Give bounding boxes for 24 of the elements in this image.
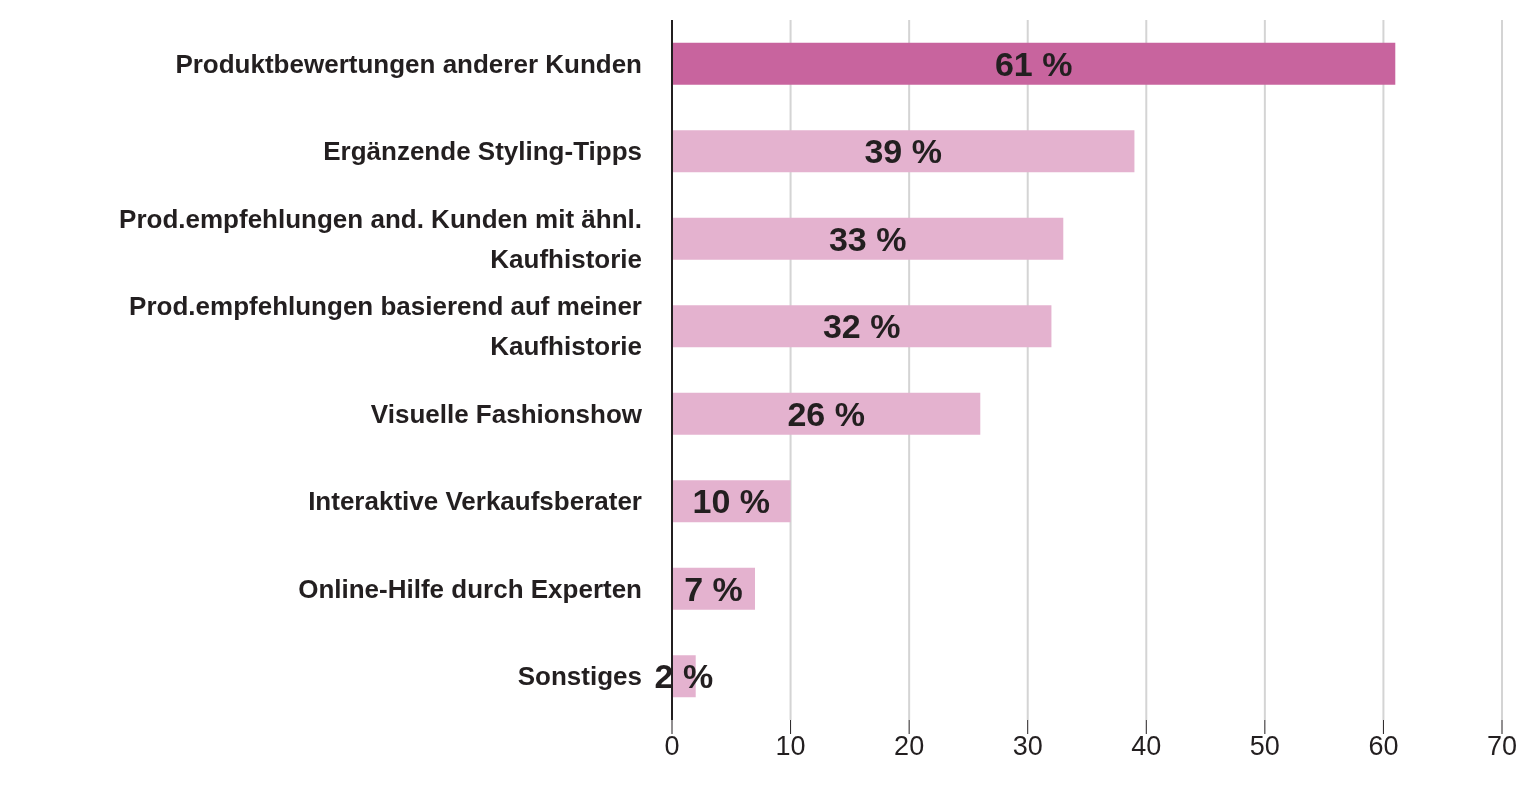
data-label: 2 % (654, 657, 714, 696)
y-tick-label: Prod.empfehlungen basierend auf meiner Kaufhistorie (129, 291, 642, 362)
x-tick-label: 50 (1249, 731, 1280, 762)
y-tick-label: Interaktive Verkaufsberater (308, 486, 642, 517)
data-label: 26 % (787, 394, 865, 433)
data-label: 32 % (822, 307, 901, 346)
data-label: 39 % (864, 132, 942, 171)
y-tick-label: Produktbewertungen anderer Kunden (175, 48, 642, 79)
data-label: 33 % (828, 219, 907, 258)
x-tick-label: 0 (664, 731, 680, 762)
x-tick-label: 70 (1486, 731, 1518, 762)
data-label: 7 % (684, 569, 743, 608)
x-tick-label: 40 (1131, 731, 1162, 762)
x-tick-label: 60 (1368, 731, 1399, 762)
data-label: 10 % (692, 482, 771, 521)
y-tick-label: Visuelle Fashionshow (370, 398, 643, 429)
x-tick-label: 10 (775, 731, 806, 762)
y-tick-label: Ergänzende Styling-Tipps (323, 136, 642, 167)
y-tick-label: Sonstiges (517, 661, 642, 692)
y-tick-label: Online-Hilfe durch Experten (298, 573, 642, 604)
x-tick-label: 20 (894, 731, 925, 762)
x-tick-label: 30 (1012, 731, 1043, 762)
data-label: 61 % (994, 44, 1073, 83)
y-tick-label: Prod.empfehlungen and. Kunden mit ähnl. Kaufhistorie (119, 203, 642, 274)
